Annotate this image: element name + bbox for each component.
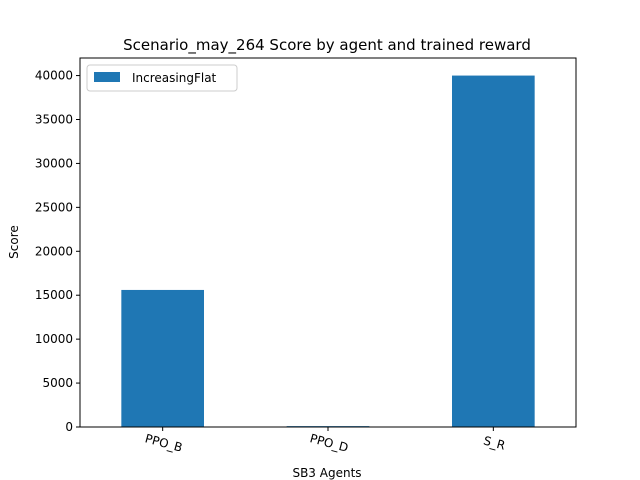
y-tick-label: 30000 xyxy=(35,156,73,170)
y-tick-label: 20000 xyxy=(35,244,73,258)
x-axis-label: SB3 Agents xyxy=(292,466,361,480)
legend-box xyxy=(86,64,238,92)
y-axis-label: Score xyxy=(7,225,21,259)
y-tick-label: 10000 xyxy=(35,332,73,346)
y-tick-label: 25000 xyxy=(35,200,73,214)
plot-frame xyxy=(79,57,577,428)
bar-s-r xyxy=(452,75,535,428)
y-tick-label: 0 xyxy=(65,420,73,434)
legend: IncreasingFlat xyxy=(86,64,238,92)
legend-swatch xyxy=(94,72,120,82)
legend-label: IncreasingFlat xyxy=(132,71,217,85)
y-tick-label: 15000 xyxy=(35,288,73,302)
y-tick-label: 40000 xyxy=(35,69,73,83)
y-tick-label: 5000 xyxy=(42,376,73,390)
plot-area: 0 5000 10000 15000 20000 25000 30000 35000 40000… xyxy=(35,69,535,455)
bar-ppo-b xyxy=(121,289,204,427)
chart-title: Scenario_may_264 Score by agent and trai… xyxy=(123,36,531,55)
y-tick-label: 35000 xyxy=(35,113,73,127)
x-tick-label: S_R xyxy=(482,434,507,453)
